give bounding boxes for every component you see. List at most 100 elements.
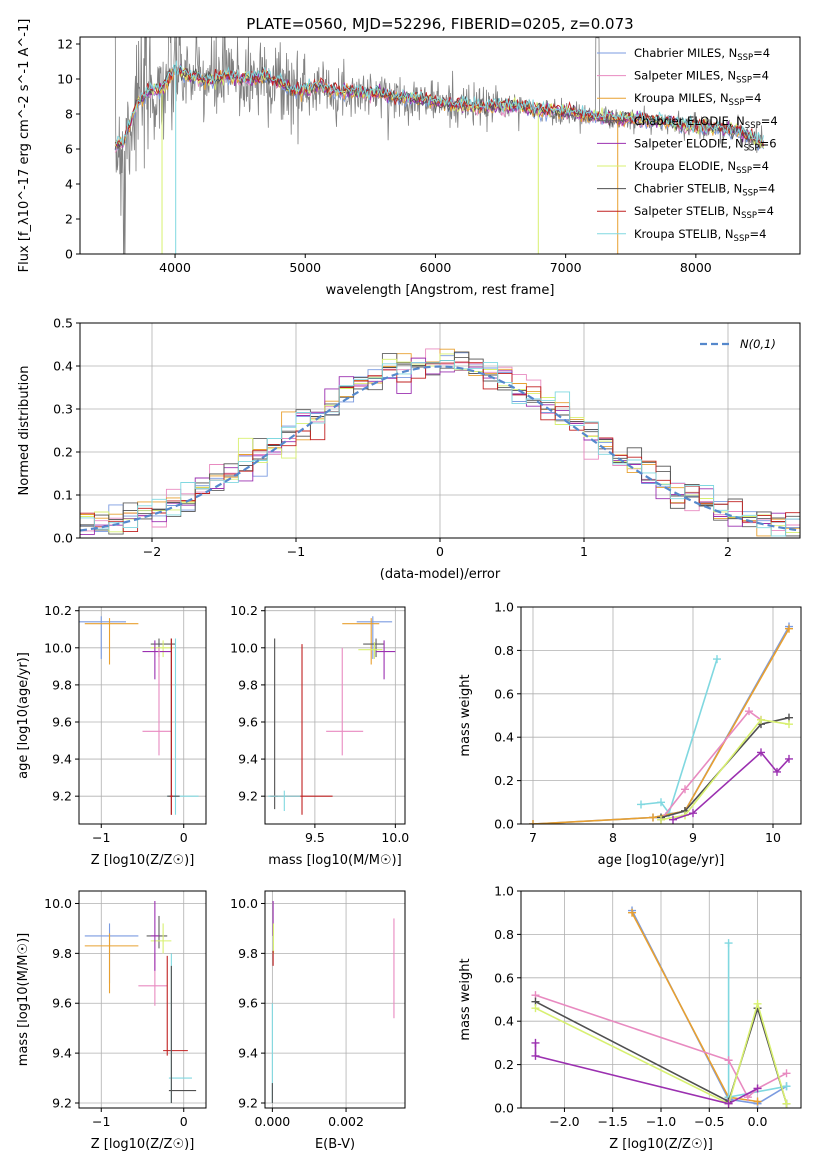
y-axis-label: mass weight <box>458 958 473 1040</box>
legend-main: Chabrier STELIB, N <box>634 182 742 196</box>
legend-entry: Salpeter ELODIE, NSSP=6 <box>634 136 777 153</box>
y-tick-label: 9.8 <box>52 946 72 961</box>
weight-point-kroupa_elodie <box>753 999 762 1008</box>
y-tick-label: 4 <box>65 177 73 192</box>
weight-point-kroupa_stelib <box>657 798 665 807</box>
x-axis-label: Z [log10(Z/Z☉)] <box>609 1137 713 1152</box>
legend-main: Salpeter ELODIE, N <box>634 136 744 150</box>
legend-main: Chabrier ELODIE, N <box>634 114 745 128</box>
weight-point-kroupa_elodie <box>785 720 793 729</box>
legend-entry: Kroupa ELODIE, NSSP=4 <box>634 159 769 176</box>
legend-sub: SSP <box>729 98 745 108</box>
y-tick-label: 0.0 <box>494 1101 514 1116</box>
panel-mass_vs_z: −1 0 9.2 9.4 9.6 9.8 10.0 Z [log10(Z/Z☉)] mass [… <box>16 890 207 1152</box>
x-tick-label: 8 <box>609 830 617 845</box>
y-tick-label: 10.2 <box>230 603 258 618</box>
legend-entry: Kroupa MILES, NSSP=4 <box>634 91 761 108</box>
legend-tail: =4 <box>753 46 770 60</box>
y-tick-label: 9.2 <box>52 789 72 804</box>
y-tick-label: 0.2 <box>494 1057 514 1072</box>
y-tick-label: 9.4 <box>238 752 258 767</box>
legend-entry: Chabrier ELODIE, NSSP=4 <box>634 114 778 131</box>
legend-sub: SSP <box>744 143 760 153</box>
legend-main: Salpeter STELIB, N <box>634 204 741 218</box>
x-tick-label: 7000 <box>550 260 582 275</box>
y-tick-label: 12 <box>57 37 73 52</box>
x-tick-label: −1 <box>287 544 305 559</box>
plot-area <box>79 607 206 824</box>
panel-age_vs_z: −1 0 9.2 9.4 9.6 9.8 10.0 10.2 Z [log10(Z/Z☉)] ag… <box>16 603 207 868</box>
y-tick-label: 9.6 <box>238 714 258 729</box>
y-tick-label: 10.0 <box>44 640 72 655</box>
y-axis-label: mass [log10(M/M☉)] <box>16 933 31 1066</box>
weight-point-salpeter_elodie <box>669 815 677 824</box>
weight-line-kroupa_stelib <box>640 658 718 815</box>
weight-point-kroupa_stelib <box>782 1082 791 1091</box>
y-tick-label: 9.4 <box>52 752 72 767</box>
plot-area <box>80 323 800 538</box>
y-axis-label: age [log10(age/yr)] <box>16 652 31 779</box>
y-tick-label: 9.6 <box>238 996 258 1011</box>
legend-entry: Chabrier MILES, NSSP=4 <box>634 46 770 63</box>
x-tick-label: 1 <box>580 544 588 559</box>
y-tick-label: 8 <box>65 107 73 122</box>
legend-entry: N(0,1) <box>740 337 776 351</box>
x-tick-label: 10 <box>765 830 781 845</box>
panel-spectrum: 4000 5000 6000 7000 8000 0 2 4 6 8 10 12 wavelength … <box>17 15 801 298</box>
x-tick-label: 9 <box>689 830 697 845</box>
weight-point-kroupa_miles <box>628 908 637 917</box>
weight-line-kroupa_miles <box>631 912 758 1103</box>
model-spectrum-kroupa_stelib <box>115 60 764 146</box>
gridlines <box>79 607 206 824</box>
x-tick-label: 8000 <box>680 260 712 275</box>
x-tick-label: −0.5 <box>694 1114 724 1129</box>
weight-line-kroupa_miles <box>532 628 790 824</box>
y-tick-label: 9.2 <box>52 1096 72 1111</box>
x-tick-label: 4000 <box>159 260 191 275</box>
legend-sub: SSP <box>737 53 753 63</box>
plot-area <box>265 607 405 824</box>
weight-point-kroupa_elodie <box>531 1004 540 1013</box>
y-tick-label: 0.5 <box>53 316 73 331</box>
weight-point-salpeter_elodie <box>753 1084 762 1093</box>
y-tick-label: 9.8 <box>238 677 258 692</box>
plot-area <box>521 607 801 824</box>
legend-sub: SSP <box>741 211 757 221</box>
histogram-kroupa_elodie <box>80 353 800 534</box>
y-tick-label: 0 <box>65 247 73 262</box>
x-tick-label: −1.0 <box>646 1114 676 1129</box>
y-tick-label: 0.1 <box>53 488 73 503</box>
x-axis-label: age [log10(age/yr)] <box>598 853 725 868</box>
legend-tail: =4 <box>744 91 761 105</box>
plot-area <box>265 891 405 1108</box>
weight-point-kroupa_elodie <box>757 715 765 724</box>
y-tick-label: 6 <box>65 142 73 157</box>
weight-point-kroupa_stelib <box>637 800 645 809</box>
panel-weight_vs_age: 7 8 9 10 0.0 0.2 0.4 0.6 0.8 1.0 age [log10(age/yr… <box>458 600 802 868</box>
y-tick-label: 0.4 <box>53 359 73 374</box>
x-tick-label: 6000 <box>420 260 452 275</box>
y-tick-label: 9.2 <box>238 789 258 804</box>
y-tick-label: 0.8 <box>494 927 514 942</box>
weight-point-kroupa_elodie <box>782 1099 791 1108</box>
x-tick-label: 9.5 <box>305 830 325 845</box>
y-tick-label: 9.8 <box>238 946 258 961</box>
weight-point-salpeter_elodie <box>757 748 765 757</box>
weight-point-kroupa_miles <box>529 820 537 824</box>
gridlines <box>265 607 405 824</box>
legend-sub: SSP <box>745 121 761 131</box>
y-tick-label: 10.0 <box>230 640 258 655</box>
y-tick-label: 10.0 <box>44 896 72 911</box>
model-spectrum-chabrier_stelib <box>114 64 764 149</box>
y-tick-label: 10 <box>57 72 73 87</box>
legend-sub: SSP <box>742 189 758 199</box>
legend-main: Kroupa MILES, N <box>634 91 729 105</box>
x-tick-label: 0 <box>180 1114 188 1129</box>
x-tick-label: 5000 <box>289 260 321 275</box>
weight-point-salpeter_miles <box>681 785 689 794</box>
x-tick-label: 0 <box>436 544 444 559</box>
weight-line-chabrier_stelib <box>660 716 790 819</box>
legend-sub: SSP <box>734 234 750 244</box>
y-tick-label: 0.6 <box>494 686 514 701</box>
y-tick-label: 10.2 <box>44 603 72 618</box>
